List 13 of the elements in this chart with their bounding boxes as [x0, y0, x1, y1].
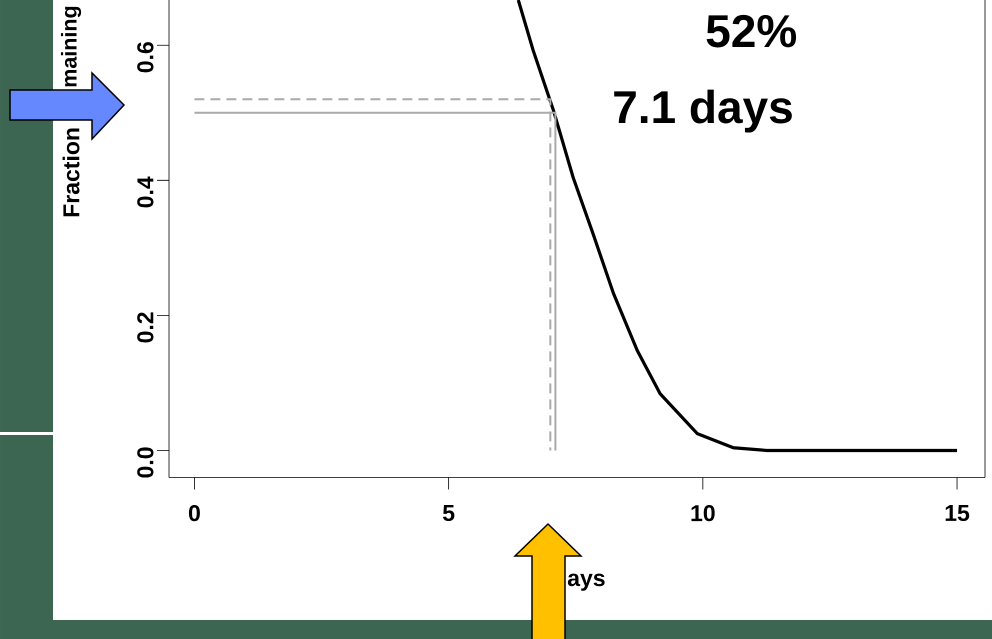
text: maining — [60, 6, 82, 86]
x-axis-title: ays — [568, 574, 605, 591]
annotation: 52% — [706, 14, 796, 48]
y-tick-label: 0.2 — [137, 312, 154, 342]
y-tick-label: 0.4 — [137, 176, 154, 208]
x-tick-label: 15 — [946, 505, 970, 522]
y-tick-label: 0.6 — [137, 42, 154, 72]
y-tick-label: 0.0 — [137, 447, 154, 478]
x-tick-label: 5 — [442, 505, 454, 522]
x-tick-label: 0 — [188, 505, 200, 522]
annotation: 7.1 days — [614, 90, 792, 133]
y-axis-title: Fraction — [62, 128, 80, 216]
x-tick-label: 10 — [691, 505, 715, 522]
